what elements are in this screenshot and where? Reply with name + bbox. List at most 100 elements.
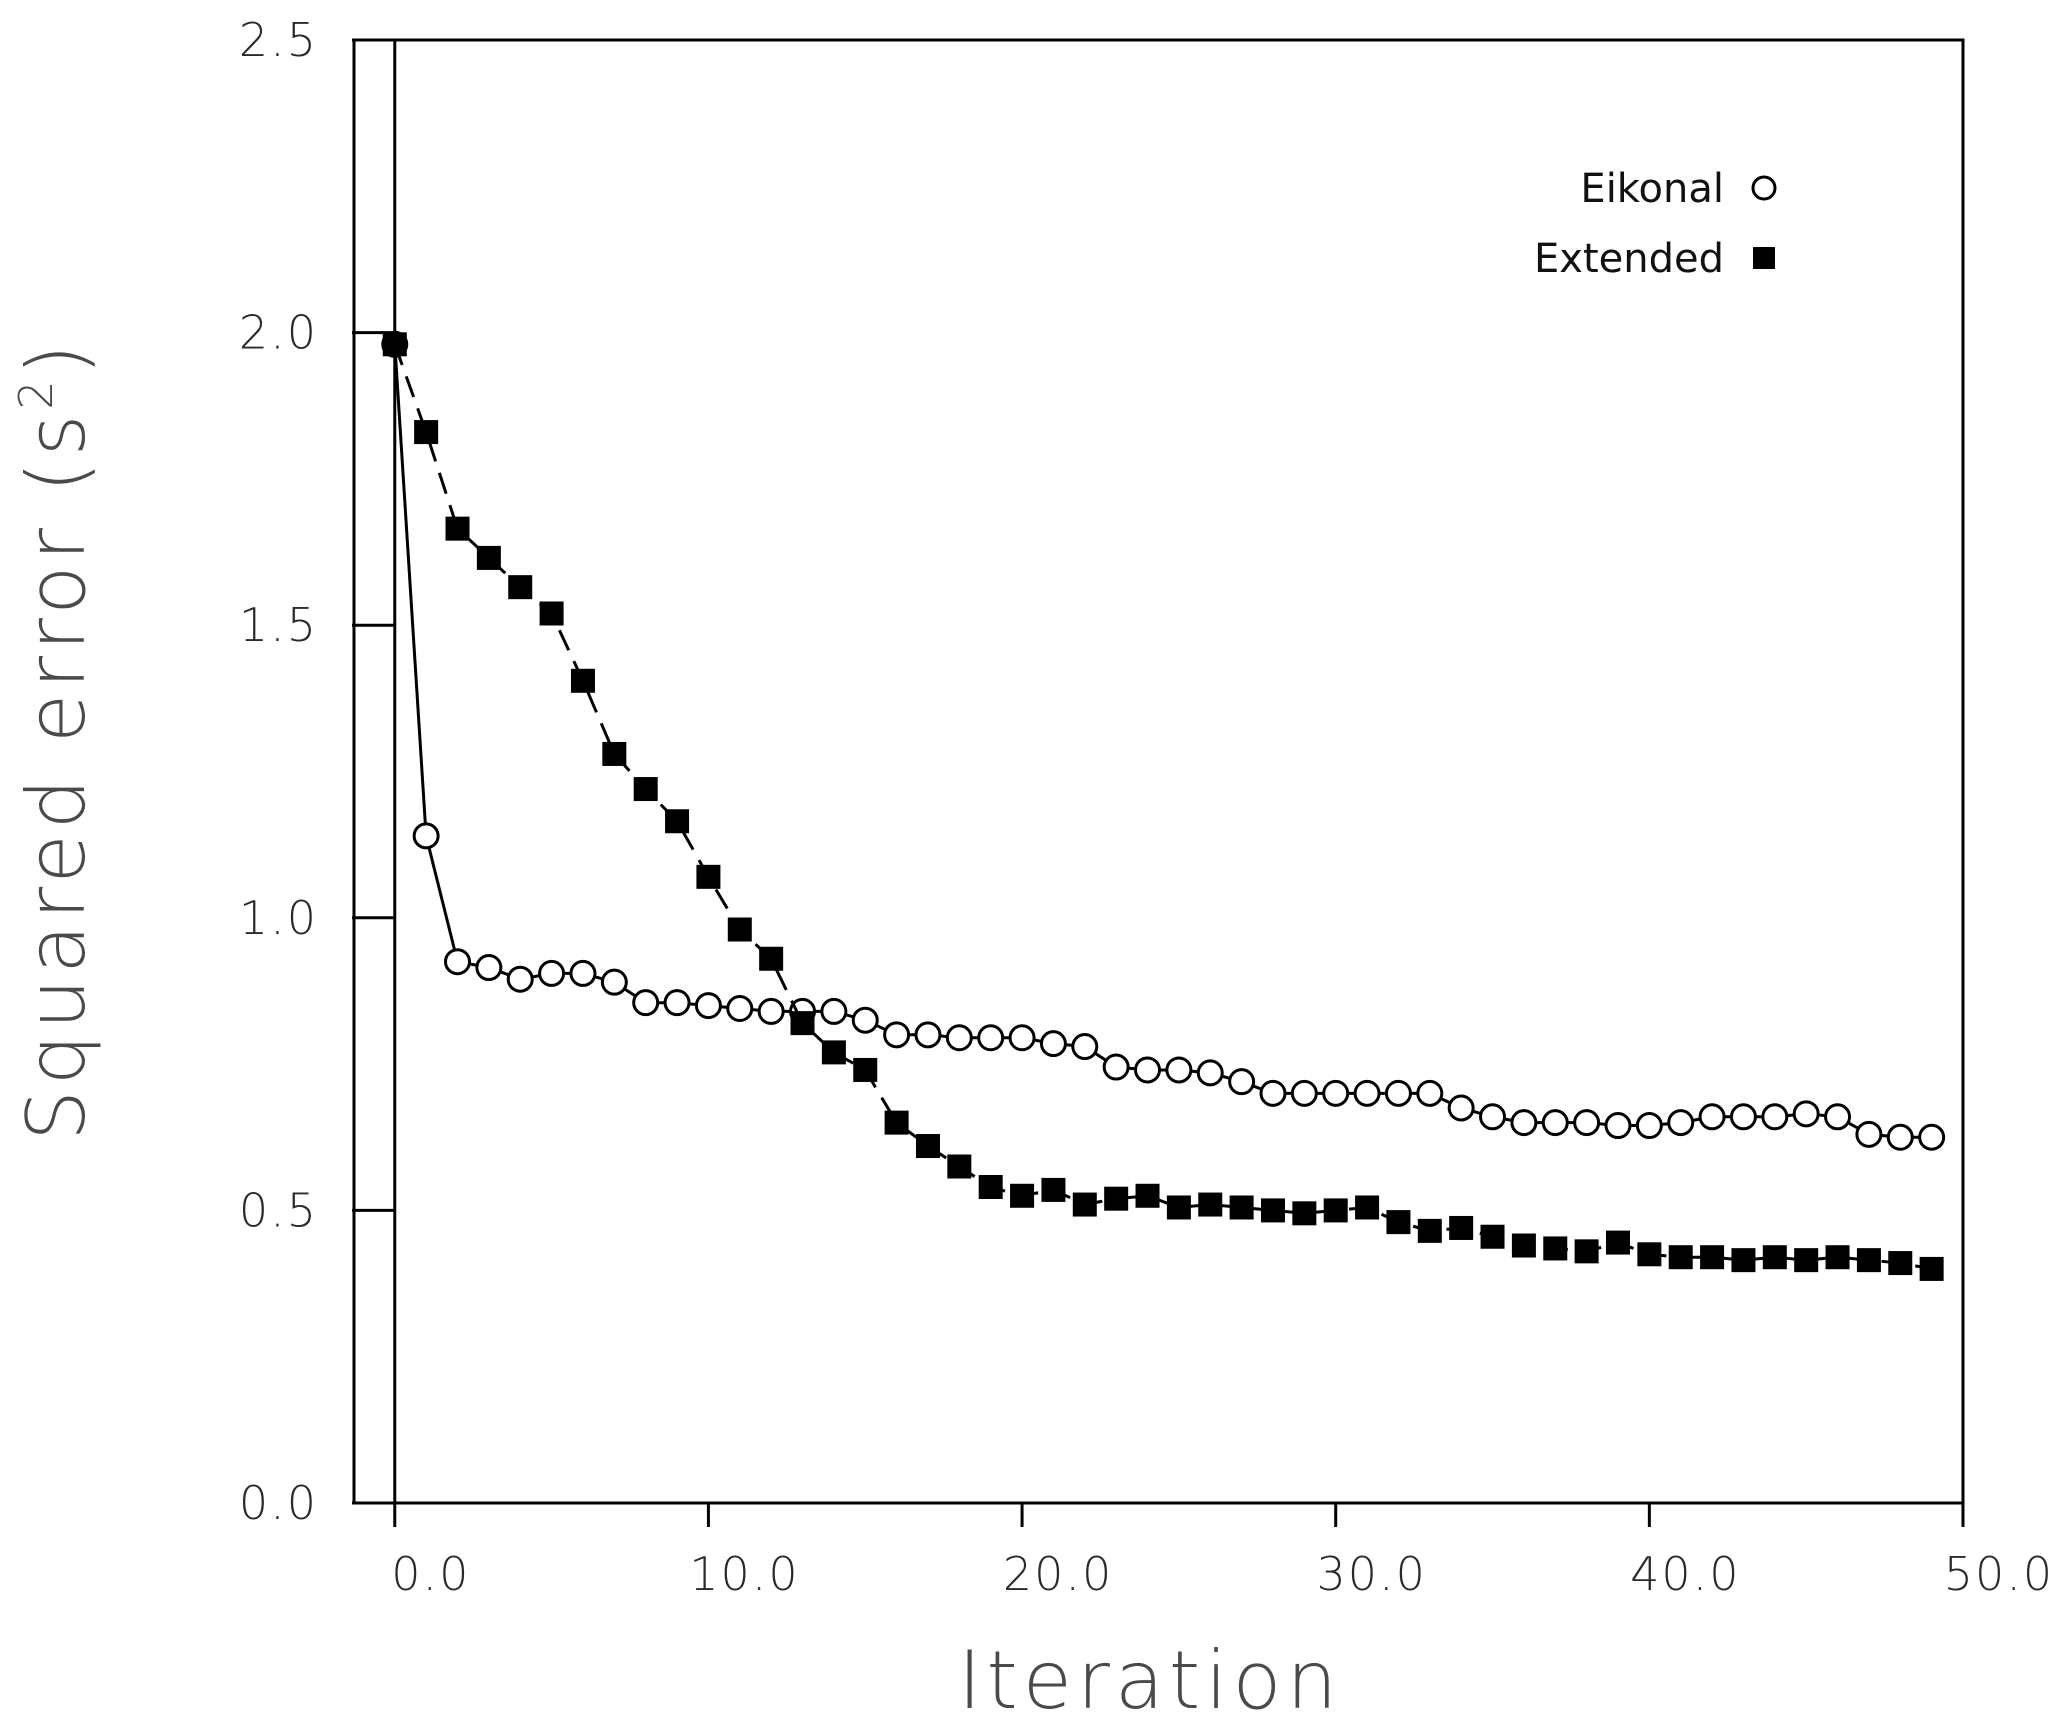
data-point-eikonal <box>1290 1079 1318 1107</box>
data-point-eikonal <box>1259 1079 1287 1107</box>
data-point-eikonal <box>569 959 597 987</box>
y-tick-label: 2.0 <box>239 306 318 360</box>
data-point-extended <box>1229 1195 1254 1220</box>
data-point-eikonal <box>1228 1068 1256 1096</box>
data-point-extended <box>1605 1230 1630 1255</box>
data-point-extended <box>821 1040 846 1065</box>
data-point-extended <box>1762 1245 1787 1270</box>
data-point-eikonal <box>726 995 754 1023</box>
data-point-extended <box>633 777 658 802</box>
data-point-extended <box>1323 1198 1348 1223</box>
data-point-eikonal <box>1604 1112 1632 1140</box>
data-point-extended <box>602 741 627 766</box>
y-tick-label: 1.0 <box>239 891 318 945</box>
y-axis: 0.0 0.5 1.0 1.5 2.0 2.5 <box>239 13 397 1530</box>
x-tick-label: 40.0 <box>1630 1547 1740 1601</box>
data-point-extended <box>947 1154 972 1179</box>
data-point-eikonal <box>1855 1120 1883 1148</box>
x-tick-label: 50.0 <box>1944 1547 2054 1601</box>
data-point-eikonal <box>851 1006 879 1034</box>
y-tick-label: 0.5 <box>239 1183 318 1237</box>
data-point-extended <box>1888 1251 1913 1276</box>
data-point-eikonal <box>1573 1109 1601 1137</box>
data-point-eikonal <box>1886 1123 1914 1151</box>
data-point-eikonal <box>632 989 660 1017</box>
data-point-extended <box>1856 1248 1881 1273</box>
data-point-eikonal <box>1134 1056 1162 1084</box>
series-eikonal <box>381 330 1946 1151</box>
data-point-eikonal <box>1510 1109 1538 1137</box>
data-point-eikonal <box>977 1024 1005 1052</box>
data-point-extended <box>1637 1242 1662 1267</box>
data-point-extended <box>570 668 595 693</box>
plot-frame <box>352 38 1965 1505</box>
data-point-eikonal <box>600 968 628 996</box>
data-point-extended <box>727 917 752 942</box>
data-point-extended <box>1260 1198 1285 1223</box>
data-point-extended <box>696 864 721 889</box>
data-point-extended <box>1041 1177 1066 1202</box>
data-point-eikonal <box>945 1024 973 1052</box>
data-point-extended <box>1794 1248 1819 1273</box>
data-point-eikonal <box>1479 1103 1507 1131</box>
legend-marker-extended <box>1753 247 1775 269</box>
data-point-eikonal <box>1102 1053 1130 1081</box>
data-point-extended <box>508 575 533 600</box>
data-point-extended <box>978 1174 1003 1199</box>
x-tick-label: 30.0 <box>1316 1547 1426 1601</box>
data-point-eikonal <box>883 1021 911 1049</box>
y-axis-title-superscript: 2 <box>9 375 63 409</box>
data-point-eikonal <box>1729 1103 1757 1131</box>
y-axis-title-main: Squared error (s <box>10 410 103 1141</box>
data-point-eikonal <box>1635 1112 1663 1140</box>
data-point-eikonal <box>444 948 472 976</box>
data-point-eikonal <box>1071 1033 1099 1061</box>
x-axis: 0.0 10.0 20.0 30.0 40.0 50.0 <box>391 1503 2054 1601</box>
data-point-eikonal <box>1447 1094 1475 1122</box>
data-point-extended <box>1198 1192 1223 1217</box>
series-layer <box>381 330 1946 1281</box>
legend: Eikonal Extended <box>1534 166 1777 282</box>
data-point-eikonal <box>757 997 785 1025</box>
data-point-eikonal <box>820 997 848 1025</box>
y-tick-label: 2.5 <box>239 13 318 67</box>
plot-border <box>352 38 1965 1505</box>
y-axis-title-close: ) <box>10 339 103 375</box>
data-point-eikonal <box>1384 1079 1412 1107</box>
data-point-eikonal <box>663 989 691 1017</box>
data-point-eikonal <box>1698 1103 1726 1131</box>
data-point-extended <box>1386 1210 1411 1235</box>
data-point-eikonal <box>1761 1103 1789 1131</box>
data-point-extended <box>1543 1236 1568 1261</box>
data-point-eikonal <box>914 1021 942 1049</box>
data-point-extended <box>1700 1245 1725 1270</box>
data-point-extended <box>1919 1256 1944 1281</box>
data-point-eikonal <box>1824 1103 1852 1131</box>
data-point-extended <box>884 1110 909 1135</box>
data-point-eikonal <box>475 954 503 982</box>
data-point-extended <box>414 420 439 445</box>
data-point-extended <box>853 1057 878 1082</box>
y-tick-label: 0.0 <box>239 1476 318 1530</box>
legend-marker-eikonal <box>1751 175 1777 201</box>
data-point-extended <box>1104 1186 1129 1211</box>
data-point-eikonal <box>1165 1056 1193 1084</box>
series-line-eikonal <box>393 344 1932 1139</box>
data-point-extended <box>1292 1201 1317 1226</box>
data-point-extended <box>1511 1233 1536 1258</box>
x-tick-label: 0.0 <box>391 1547 470 1601</box>
data-point-extended <box>759 946 784 971</box>
data-point-extended <box>1449 1215 1474 1240</box>
data-point-extended <box>382 332 407 357</box>
data-point-eikonal <box>1667 1109 1695 1137</box>
data-point-extended <box>1825 1245 1850 1270</box>
y-axis-title: Squared error (s2) <box>9 339 103 1141</box>
data-point-extended <box>1417 1218 1442 1243</box>
data-point-extended <box>445 516 470 541</box>
data-point-extended <box>1668 1245 1693 1270</box>
x-tick-label: 20.0 <box>1003 1547 1113 1601</box>
data-point-eikonal <box>1792 1100 1820 1128</box>
data-point-eikonal <box>506 965 534 993</box>
